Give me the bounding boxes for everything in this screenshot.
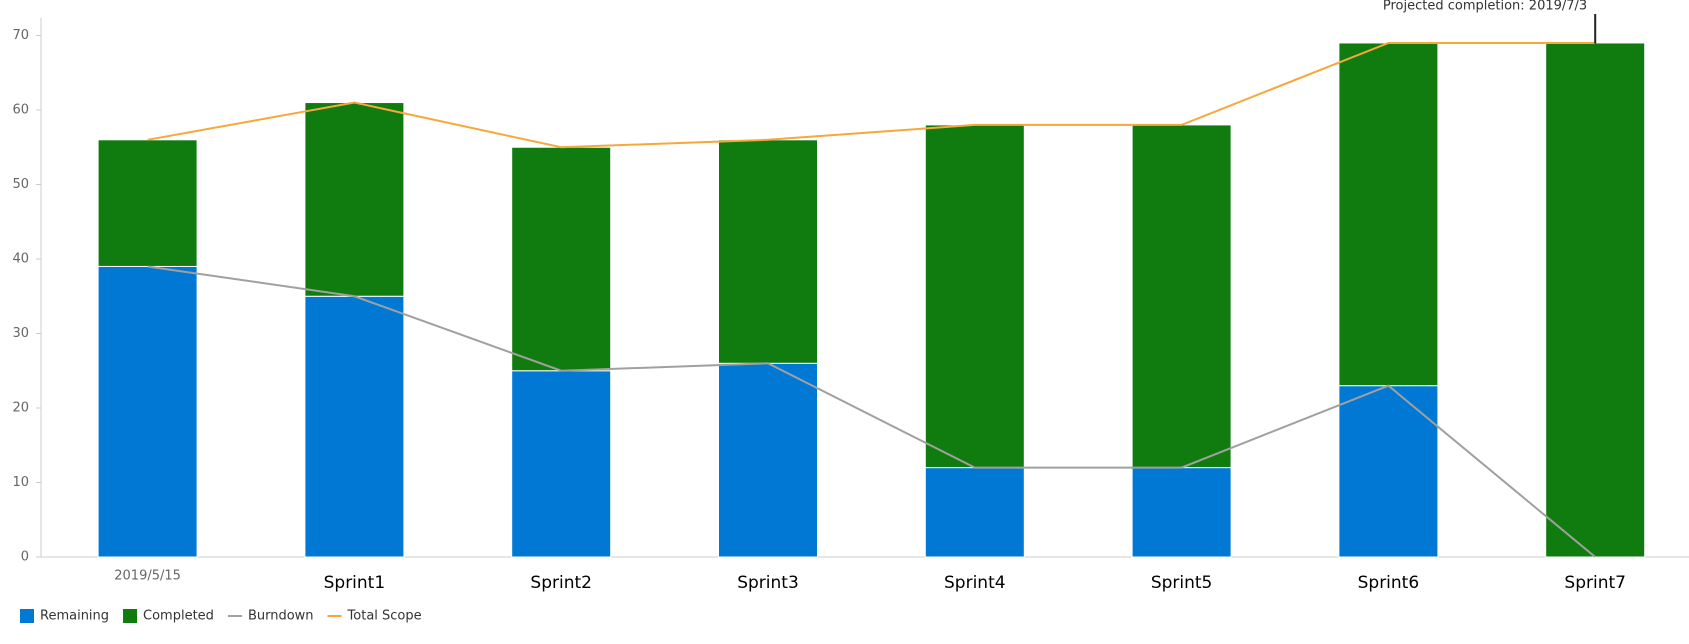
- x-tick-label: 2019/5/15: [114, 569, 181, 584]
- y-tick-label: 10: [12, 475, 29, 490]
- legend-label: Burndown: [248, 609, 314, 624]
- legend-swatch: [20, 609, 34, 623]
- bar: [1545, 42, 1646, 558]
- y-tick-label: 20: [12, 401, 29, 416]
- y-tick-label: 60: [12, 103, 29, 118]
- bar: [1131, 124, 1232, 469]
- y-tick-label: 40: [12, 252, 29, 267]
- bar: [1338, 42, 1439, 387]
- x-tick-label: Sprint5: [1151, 573, 1213, 593]
- bar: [924, 124, 1025, 469]
- y-tick-label: 70: [12, 28, 29, 43]
- y-tick-label: 0: [21, 550, 29, 565]
- bar: [511, 370, 612, 558]
- legend-label: Remaining: [40, 609, 109, 624]
- x-tick-label: Sprint7: [1564, 573, 1626, 593]
- line-series: [147, 41, 1596, 149]
- bar: [511, 146, 612, 372]
- bar: [97, 139, 198, 267]
- x-tick-label: Sprint1: [324, 573, 386, 593]
- legend-swatch: [123, 609, 138, 623]
- x-tick-label: Sprint3: [737, 573, 799, 593]
- x-tick-label: Sprint6: [1358, 573, 1420, 593]
- bar: [718, 362, 818, 558]
- line-series: [147, 265, 1596, 558]
- legend-label: Completed: [143, 609, 214, 624]
- y-tick-label: 30: [12, 326, 29, 341]
- bar: [304, 295, 405, 558]
- bar: [97, 265, 198, 558]
- annotation: Projected completion: 2019/7/3: [1383, 0, 1587, 14]
- bar: [924, 467, 1025, 558]
- x-tick-label: Sprint2: [530, 573, 592, 593]
- bar: [1338, 385, 1439, 558]
- bar: [304, 102, 405, 297]
- legend-label: Total Scope: [347, 609, 422, 624]
- y-tick-label: 50: [12, 177, 29, 192]
- x-tick-label: Sprint4: [944, 573, 1006, 593]
- bar: [718, 139, 818, 364]
- bar: [1131, 467, 1232, 558]
